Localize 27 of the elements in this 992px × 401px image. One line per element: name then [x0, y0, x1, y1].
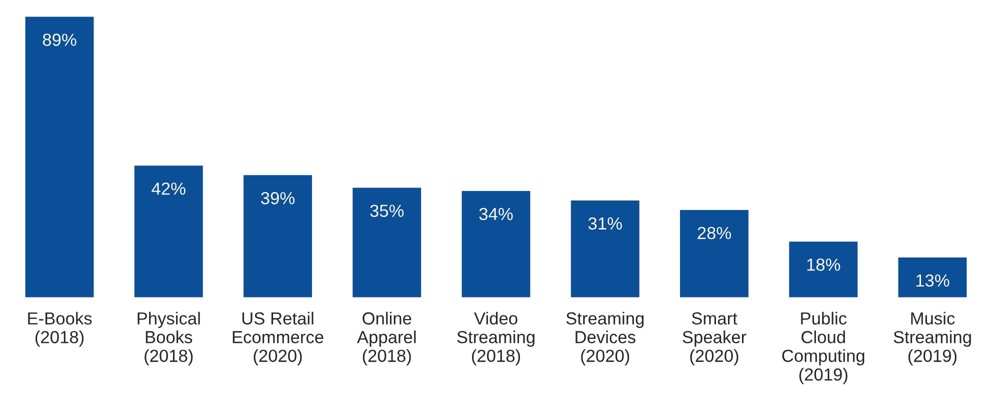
- data-label: 28%: [698, 226, 731, 240]
- bar: [351, 186, 422, 298]
- bar: [570, 199, 641, 298]
- data-label: 31%: [588, 217, 622, 230]
- x-tick-label: Physical Books (2018): [138, 312, 200, 366]
- x-tick-label: E-Books (2018): [28, 312, 92, 347]
- data-label: 89%: [42, 34, 76, 46]
- x-tick-label: Video Streaming (2018): [457, 312, 534, 366]
- bar: [896, 256, 968, 298]
- data-label: 35%: [370, 204, 404, 217]
- data-label: 34%: [479, 208, 513, 220]
- data-label: 13%: [916, 274, 950, 287]
- x-tick-label: US Retail Ecommerce (2020): [232, 312, 324, 366]
- x-tick-label: Smart Speaker (2020): [682, 312, 746, 366]
- bar: [242, 174, 314, 298]
- bar: [460, 190, 532, 298]
- x-tick-label: Public Cloud Computing (2019): [782, 312, 864, 384]
- data-label: 39%: [261, 192, 295, 204]
- x-tick-label: Music Streaming (2019): [894, 312, 971, 366]
- bar: [24, 16, 96, 298]
- x-tick-label: Online Apparel (2018): [356, 312, 416, 366]
- bar: [788, 240, 859, 298]
- data-label: 42%: [152, 182, 186, 195]
- bar: [133, 164, 204, 298]
- data-label: 18%: [807, 258, 840, 271]
- bar: [678, 208, 750, 298]
- x-tick-label: Streaming Devices (2020): [566, 312, 644, 366]
